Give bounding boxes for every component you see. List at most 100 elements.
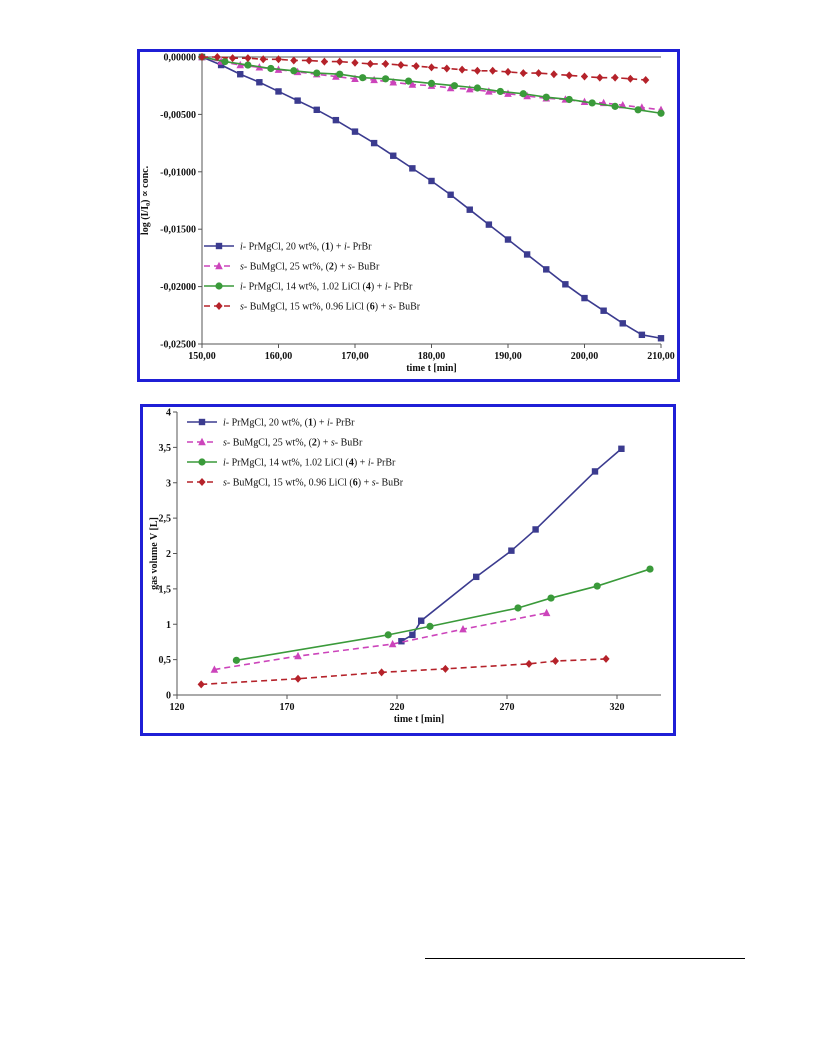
- legend-text-part: s-: [223, 478, 230, 489]
- series-4-point: [626, 74, 634, 83]
- legend-text-part: s-: [389, 302, 396, 313]
- legend-text-part: PrBr: [391, 282, 413, 293]
- series-1-point: [562, 281, 569, 288]
- legend-text-part: 1: [308, 418, 313, 429]
- x-tick-label: 320: [610, 702, 625, 713]
- series-1-point: [638, 331, 646, 339]
- legend-marker-4: [215, 302, 223, 310]
- series-2-point: [408, 80, 417, 88]
- series-line-3: [236, 568, 651, 662]
- legend-marker-3: [215, 282, 223, 290]
- y-tick-label: 3,5: [159, 443, 172, 454]
- series-4-point: [473, 66, 481, 75]
- legend-entry-3: i- PrMgCl, 14 wt%, 1.02 LiCl (4) + i- Pr…: [240, 282, 413, 293]
- series-4-point: [441, 664, 449, 673]
- series-line-1: [201, 56, 662, 340]
- y-tick-label: -0,02500: [160, 340, 196, 351]
- y-tick-label: 3: [166, 478, 171, 489]
- legend-entry-1: i- PrMgCl, 20 wt%, (1) + i- PrBr: [240, 242, 372, 253]
- series-1-point: [600, 307, 607, 314]
- y-tick-label: -0,01000: [160, 167, 196, 178]
- series-4-point: [351, 58, 359, 67]
- x-tick-label: 160,00: [265, 351, 293, 362]
- legend-text-part: 2: [312, 438, 317, 449]
- legend-entry-1: i- PrMgCl, 20 wt%, (1) + i- PrBr: [223, 418, 355, 429]
- y-axis-label: log (I/I₀) ∝ conc.: [140, 165, 151, 235]
- series-1-point: [409, 165, 416, 172]
- legend-text-part: s-: [240, 262, 247, 273]
- legend-text-part: PrMgCl, 14 wt%, 1.02 LiCl (: [229, 458, 349, 469]
- series-3-point: [496, 87, 504, 96]
- legend-text-part: PrBr: [374, 458, 396, 469]
- x-tick-label: 170,00: [341, 351, 369, 362]
- series-1-point: [466, 206, 473, 213]
- legend-text-part: BuBr: [379, 478, 404, 489]
- series-4-point: [198, 53, 206, 61]
- legend-text-part: 1: [325, 242, 330, 253]
- y-tick-label: -0,01500: [160, 225, 196, 236]
- series-1-point: [581, 294, 588, 302]
- series-2-point: [370, 75, 378, 84]
- x-tick-label: 200,00: [571, 351, 599, 362]
- series-4-point: [580, 72, 589, 81]
- series-1-point: [217, 61, 225, 69]
- series-1-point: [275, 88, 282, 95]
- x-tick-label: 180,00: [418, 351, 446, 362]
- legend-marker-3: [198, 458, 206, 466]
- series-4-point: [336, 57, 344, 66]
- legend-text-part: s-: [240, 302, 247, 313]
- series-3-point: [427, 79, 436, 88]
- series-3-point: [646, 565, 654, 573]
- legend-text-part: s-: [331, 438, 338, 449]
- series-3-point: [547, 594, 555, 602]
- series-1-point: [332, 116, 340, 124]
- legend-text-part: i-: [385, 282, 391, 293]
- series-4-point: [611, 73, 619, 82]
- series-line-4: [201, 658, 607, 686]
- series-2-point: [542, 608, 551, 617]
- series-1-point: [532, 526, 539, 533]
- x-tick-label: 190,00: [494, 351, 522, 362]
- legend-entry-2: s- BuMgCl, 25 wt%, (2) + s- BuBr: [240, 262, 380, 273]
- legend-text-part: BuMgCl, 25 wt%, (: [230, 438, 312, 449]
- series-2-point: [389, 78, 398, 86]
- series-3-point: [519, 90, 527, 98]
- series-4-point: [294, 674, 302, 683]
- series-2-point: [459, 625, 467, 633]
- series-4-point: [443, 64, 451, 73]
- series-2-point: [504, 89, 512, 97]
- y-axis-label: gas volume V [L]: [149, 517, 160, 590]
- y-tick-label: 0,5: [159, 655, 172, 666]
- series-2-point: [446, 83, 455, 92]
- legend-text-part: PrBr: [333, 418, 355, 429]
- legend-text-part: PrMgCl, 14 wt%, 1.02 LiCl (: [246, 282, 366, 293]
- series-1-point: [618, 445, 625, 452]
- series-4-point: [519, 69, 527, 78]
- series-1-point: [294, 97, 301, 104]
- legend-entry-2: s- BuMgCl, 25 wt%, (2) + s- BuBr: [223, 438, 363, 449]
- legend-text-part: BuMgCl, 25 wt%, (: [247, 262, 329, 273]
- y-tick-label: 2,5: [159, 514, 172, 525]
- legend-text-part: 4: [349, 458, 354, 469]
- series-4-point: [274, 55, 283, 64]
- series-1-point: [543, 266, 550, 273]
- legend-text-part: BuBr: [396, 302, 421, 313]
- series-3-point: [359, 74, 367, 82]
- legend-text-part: BuBr: [355, 262, 380, 273]
- series-1-point: [619, 320, 626, 327]
- series-4-point: [458, 65, 466, 74]
- legend-text-part: ) +: [330, 242, 344, 253]
- series-2-point: [294, 651, 302, 660]
- series-1-point: [504, 236, 512, 243]
- legend-text-part: ) +: [313, 418, 327, 429]
- series-3-point: [473, 84, 481, 92]
- legend-marker-4: [198, 478, 206, 486]
- legend-text-part: i-: [223, 418, 229, 429]
- series-3-point: [382, 75, 390, 83]
- series-3-point: [565, 95, 573, 104]
- series-3-point: [588, 99, 596, 107]
- series-2-point: [485, 87, 493, 95]
- series-1-point: [428, 177, 435, 185]
- y-tick-label: 4: [166, 408, 171, 419]
- series-3-point: [611, 102, 619, 110]
